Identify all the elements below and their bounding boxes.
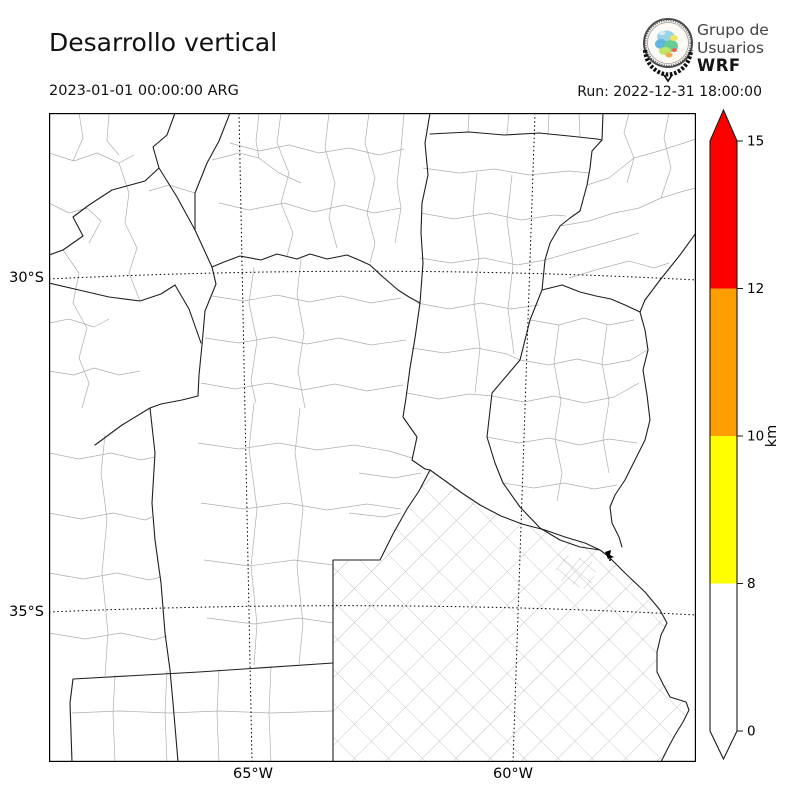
buenos-aires-department-mesh [333,470,689,762]
x-tick-label-65w: 65°W [232,766,274,782]
chaco-border [429,131,603,141]
gridline-65w [238,113,253,762]
santa-fe-west-border [402,113,431,471]
corrientes-entre-rios-border [541,284,641,313]
logo-seal [642,18,694,83]
buenos-aires-west-border [332,469,431,762]
colorbar-tick-15: 15 [747,134,764,150]
colorbar-segment-yellow [710,436,737,584]
wrf-users-logo-icon [642,18,694,83]
cordoba-north-border [211,253,421,304]
colorbar-segment-red [710,141,737,289]
province-borders [49,113,696,762]
argentina-map [49,113,696,762]
graticule-gridlines [49,113,696,762]
run-time-label: Run: 2022-12-31 18:00:00 [577,84,762,100]
gridline-30s [49,270,696,281]
uruguay-river [609,232,696,548]
northwest-border [49,113,176,256]
logo-org-line3: WRF [697,56,741,75]
buenos-aires-north-border [429,469,609,557]
colorbar-segments [710,110,737,759]
colorbar: 15 12 10 8 0 km [709,108,780,761]
logo-org-line1: Grupo de [697,21,769,39]
gridline-60w [512,113,536,762]
colorbar-tick-0: 0 [747,724,756,740]
parana-river [486,113,604,551]
colorbar-segment-white [710,583,737,731]
page-title: Desarrollo vertical [49,28,278,57]
colorbar-tick-8: 8 [747,576,756,592]
logo-text: Grupo de Usuarios WRF [697,21,769,75]
map-border [49,113,696,762]
logo-org-line2: Usuarios [697,39,764,57]
colorbar-tick-10: 10 [747,429,764,445]
colorbar-unit-label: km [764,425,780,448]
colorbar-tick-labels: 15 12 10 8 0 [747,134,764,740]
colorbar-arrow-top [710,110,737,141]
y-tick-label-35s: 35°S [9,604,44,620]
x-tick-label-60w: 60°W [492,766,534,782]
valid-time-label: 2023-01-01 00:00:00 ARG [49,83,239,99]
colorbar-segment-orange [710,288,737,436]
y-tick-label-30s: 30°S [9,270,44,286]
cordoba-west-border [197,266,217,397]
department-borders [49,113,696,762]
colorbar-ticks [737,140,743,732]
la-pampa-border [69,662,334,762]
logo-radar-blobs [655,30,678,58]
logo-wreath [642,49,694,83]
colorbar-tick-12: 12 [747,281,764,297]
colorbar-arrow-bottom [710,731,737,759]
city-marker [605,550,614,561]
atlantic-coastline [607,555,690,762]
